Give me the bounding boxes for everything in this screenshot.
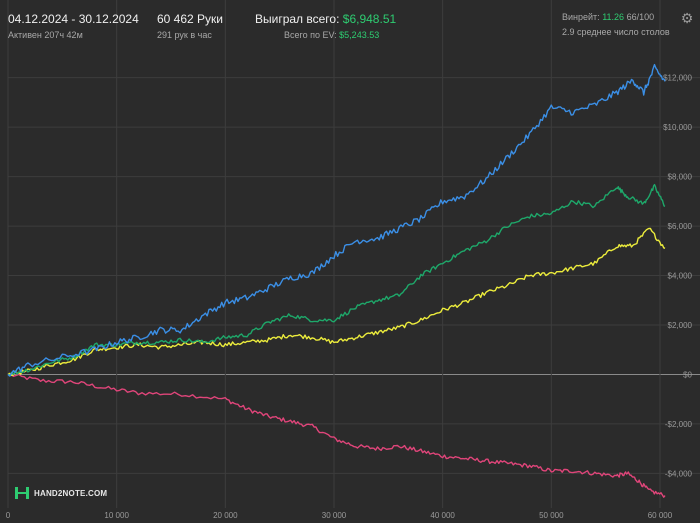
y-tick-label: $4,000 [668,272,693,281]
winrate-value: 11.26 [602,12,625,22]
x-tick-label: 60 000 [648,511,673,520]
winrate: Винрейт: 11.26 66/100 [562,12,654,22]
hand2note-logo-icon [15,487,29,499]
x-tick-label: 50 000 [539,511,564,520]
x-tick-label: 40 000 [430,511,455,520]
y-tick-label: $12,000 [663,74,692,83]
won-total-label: Выиграл всего: [255,12,340,26]
y-tick-label: $2,000 [668,321,693,330]
series-line-1 [7,183,666,377]
active-time: Активен 207ч 42м [8,30,83,40]
y-tick-label: -$4,000 [665,469,693,478]
series-line-0 [7,63,666,377]
winrate-extra: 66/100 [626,12,655,22]
x-tick-label: 20 000 [213,511,238,520]
series-line-3 [7,373,666,498]
won-total: Выиграл всего: $6,948.51 [255,12,396,26]
y-tick-label: $8,000 [668,173,693,182]
avg-tables: 2.9 среднее число столов [562,27,670,37]
x-tick-label: 0 [6,511,11,520]
ev-total-label: Всего по EV: [284,30,337,40]
x-tick-label: 30 000 [322,511,347,520]
series-line-2 [7,227,666,377]
hands-count: 60 462 Руки [157,12,223,26]
hands-per-hour: 291 рук в час [157,30,212,40]
won-total-value: $6,948.51 [342,12,397,26]
hand2note-logo: HAND2NOTE.COM [14,486,107,500]
ev-total-value: $5,243.53 [339,30,380,40]
logo-text: HAND2NOTE.COM [34,488,108,498]
gear-icon[interactable]: ⚙ [680,10,694,26]
y-tick-label: -$2,000 [665,420,693,429]
winrate-label: Винрейт: [562,12,600,22]
date-range[interactable]: 04.12.2024 - 30.12.2024 [8,12,139,26]
y-tick-label: $10,000 [663,123,692,132]
ev-total: Всего по EV: $5,243.53 [284,30,379,40]
stats-header: 04.12.2024 - 30.12.2024 Активен 207ч 42м… [0,0,700,44]
y-tick-label: $0 [683,370,692,379]
x-tick-label: 10 000 [104,511,129,520]
y-tick-label: $6,000 [668,222,693,231]
